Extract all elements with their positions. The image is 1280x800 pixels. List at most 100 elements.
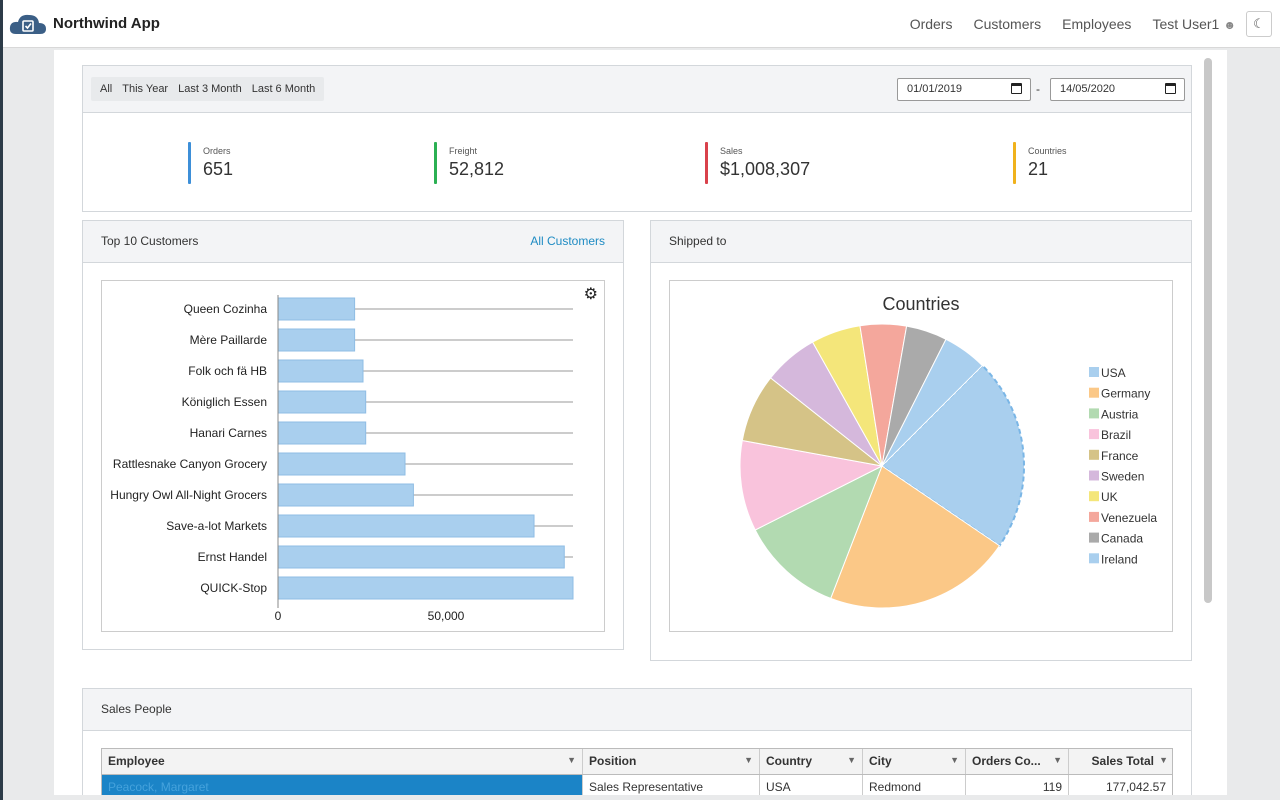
- legend-label: Ireland: [1101, 552, 1138, 566]
- legend-label: Canada: [1101, 532, 1143, 546]
- bar: [277, 421, 367, 445]
- cell-orders-count: 119: [966, 775, 1069, 795]
- legend-label: France: [1101, 449, 1139, 463]
- cloud-logo-icon: [9, 14, 46, 34]
- range-all-button[interactable]: All: [100, 83, 113, 95]
- bar: [277, 576, 574, 600]
- table-row[interactable]: Peacock, Margaret Sales Representative U…: [102, 775, 1172, 795]
- legend-label: Sweden: [1101, 470, 1144, 484]
- pie-slice: [754, 464, 883, 600]
- column-sales-total[interactable]: Sales Total ▼: [1069, 749, 1172, 774]
- filter-icon[interactable]: ▼: [847, 755, 856, 765]
- legend-label: Venezuela: [1101, 511, 1157, 525]
- stat-value: 651: [203, 159, 234, 179]
- app-title[interactable]: Northwind App: [53, 15, 160, 32]
- stat-freight: Freight 52,812: [434, 140, 504, 184]
- stat-bar: [188, 142, 191, 184]
- stat-value: $1,008,307: [720, 159, 811, 179]
- pie-slice: [880, 364, 1025, 548]
- navbar: Northwind App Orders Customers Employees…: [3, 0, 1280, 48]
- bar-label: Queen Cozinha: [184, 302, 268, 316]
- sales-people-grid: Employee ▼ Position ▼ Country ▼ City ▼ Order…: [101, 748, 1173, 795]
- pie-slice: [881, 338, 984, 467]
- calendar-icon[interactable]: [1165, 83, 1176, 94]
- filter-icon[interactable]: ▼: [950, 755, 959, 765]
- dark-mode-toggle[interactable]: ☾: [1246, 11, 1272, 37]
- legend-swatch: [1089, 491, 1099, 502]
- stat-orders: Orders 651: [188, 140, 233, 184]
- range-last-3-month-button[interactable]: Last 3 Month: [178, 83, 242, 95]
- column-employee[interactable]: Employee ▼: [102, 749, 583, 774]
- filter-icon[interactable]: ▼: [567, 755, 576, 765]
- cell-sales-total: 177,042.57: [1105, 780, 1166, 794]
- bar: [277, 297, 356, 321]
- legend-swatch: [1089, 553, 1099, 564]
- gear-icon[interactable]: ⚙: [583, 286, 598, 303]
- moon-icon: ☾: [1253, 16, 1265, 31]
- stat-value: 52,812: [449, 159, 505, 179]
- nav-customers[interactable]: Customers: [973, 16, 1042, 32]
- date-to-input[interactable]: 14/05/2020: [1050, 78, 1185, 101]
- date-from-input[interactable]: 01/01/2019: [897, 78, 1031, 101]
- pie-chart-svg: Countries USA Germany Austria Brazil France Sw…: [739, 294, 1157, 609]
- column-label: Country: [766, 754, 812, 768]
- cell-employee[interactable]: Peacock, Margaret: [102, 775, 583, 795]
- cell-city: Redmond: [863, 775, 966, 795]
- bar-label: Königlich Essen: [182, 395, 267, 409]
- card-title: Shipped to: [669, 234, 727, 248]
- card-title: Top 10 Customers: [101, 234, 199, 248]
- column-label: City: [869, 754, 892, 768]
- stat-label: Sales: [720, 146, 743, 156]
- pie-title: Countries: [882, 294, 959, 314]
- legend-swatch: [1089, 511, 1099, 522]
- legend-swatch: [1089, 408, 1099, 419]
- bar-label: Mère Paillarde: [190, 333, 268, 347]
- bar: [277, 359, 364, 383]
- range-last-6-month-button[interactable]: Last 6 Month: [251, 83, 316, 95]
- bar-chart-svg: Queen Cozinha Mère Paillarde Folk och fä H…: [110, 295, 574, 623]
- cell-position: Sales Representative: [583, 775, 760, 795]
- user-icon: ☻: [1223, 18, 1236, 32]
- window-edge: [0, 0, 3, 800]
- dashboard-container: All This Year Last 3 Month Last 6 Month …: [54, 50, 1227, 795]
- summary-card: All This Year Last 3 Month Last 6 Month …: [82, 65, 1192, 212]
- countries-chart: Countries USA Germany Austria Brazil France Sw…: [669, 280, 1173, 632]
- filter-bar: All This Year Last 3 Month Last 6 Month …: [83, 66, 1191, 113]
- top-customers-card: Top 10 Customers All Customers ⚙ Queen C…: [82, 220, 624, 650]
- nav-orders[interactable]: Orders: [909, 16, 953, 32]
- stat-value: 21: [1028, 159, 1049, 179]
- bar-label: QUICK-Stop: [200, 581, 267, 595]
- stat-bar: [705, 142, 708, 184]
- legend-label: UK: [1101, 490, 1118, 504]
- user-menu[interactable]: Test User1 ☻: [1152, 16, 1236, 32]
- legend-label: Germany: [1101, 387, 1150, 401]
- stat-label: Freight: [449, 146, 478, 156]
- filter-icon[interactable]: ▼: [1159, 755, 1168, 765]
- bar: [277, 390, 367, 414]
- column-orders-count[interactable]: Orders Co... ▼: [966, 749, 1069, 774]
- stat-label: Countries: [1028, 146, 1067, 156]
- nav-employees[interactable]: Employees: [1062, 16, 1132, 32]
- filter-icon[interactable]: ▼: [744, 755, 753, 765]
- column-city[interactable]: City ▼: [863, 749, 966, 774]
- legend-label: USA: [1101, 366, 1126, 380]
- range-this-year-button[interactable]: This Year: [122, 83, 169, 95]
- stat-countries: Countries 21: [1013, 140, 1067, 184]
- cell-country: USA: [760, 775, 863, 795]
- x-tick-label: 0: [275, 609, 282, 623]
- bar-label: Hanari Carnes: [190, 426, 267, 440]
- nav-links: Orders Customers Employees Test User1 ☻: [910, 16, 1236, 32]
- stat-bar: [434, 142, 437, 184]
- column-position[interactable]: Position ▼: [583, 749, 760, 774]
- calendar-icon[interactable]: [1011, 83, 1022, 94]
- date-to-value: 14/05/2020: [1060, 83, 1116, 95]
- stat-bar: [1013, 142, 1016, 184]
- card-header: Top 10 Customers All Customers: [83, 221, 623, 263]
- sales-people-card: Sales People Employee ▼ Position ▼ Country…: [82, 688, 1192, 795]
- filter-icon[interactable]: ▼: [1053, 755, 1062, 765]
- scrollbar[interactable]: [1204, 58, 1212, 603]
- customers-chart: ⚙ Queen Cozinha Mère Paillarde Folk och fä…: [101, 280, 605, 632]
- all-customers-link[interactable]: All Customers: [530, 234, 605, 248]
- column-country[interactable]: Country ▼: [760, 749, 863, 774]
- pie-slice: [739, 439, 884, 531]
